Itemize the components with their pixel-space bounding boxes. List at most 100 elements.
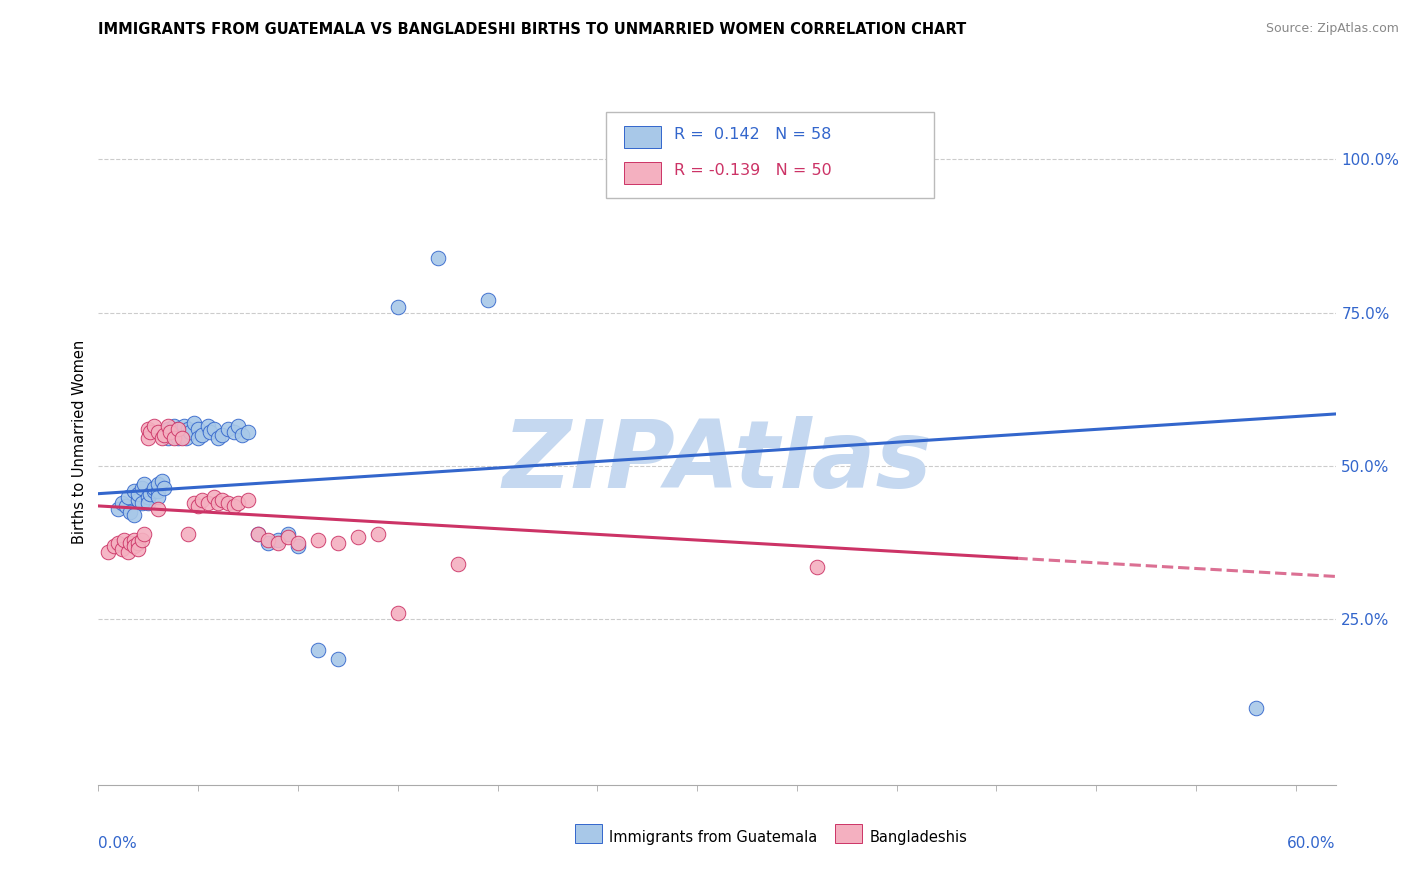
Point — [207, 432, 229, 446]
Point — [148, 477, 170, 491]
Point — [191, 428, 214, 442]
Point — [367, 526, 389, 541]
Point — [231, 428, 253, 442]
Point — [211, 492, 233, 507]
Point — [120, 535, 142, 549]
Point — [103, 539, 125, 553]
Point — [236, 492, 259, 507]
Point — [127, 535, 149, 549]
Point — [157, 432, 180, 446]
Point — [326, 535, 349, 549]
Point — [806, 560, 828, 574]
Point — [207, 496, 229, 510]
Point — [277, 526, 299, 541]
Point — [307, 643, 329, 657]
Point — [326, 652, 349, 666]
Point — [236, 425, 259, 440]
Point — [148, 425, 170, 440]
Point — [267, 533, 290, 547]
Point — [97, 545, 120, 559]
Point — [167, 422, 190, 436]
Text: R = -0.139   N = 50: R = -0.139 N = 50 — [673, 162, 831, 178]
Point — [153, 428, 176, 442]
Text: Immigrants from Guatemala: Immigrants from Guatemala — [609, 830, 818, 846]
Point — [173, 419, 195, 434]
Point — [187, 432, 209, 446]
Text: IMMIGRANTS FROM GUATEMALA VS BANGLADESHI BIRTHS TO UNMARRIED WOMEN CORRELATION C: IMMIGRANTS FROM GUATEMALA VS BANGLADESHI… — [98, 22, 967, 37]
Point — [287, 535, 309, 549]
FancyBboxPatch shape — [606, 112, 934, 198]
Point — [277, 530, 299, 544]
Point — [131, 481, 153, 495]
Point — [159, 425, 181, 440]
Point — [148, 483, 170, 498]
Point — [131, 496, 153, 510]
Point — [187, 422, 209, 436]
Point — [426, 251, 449, 265]
FancyBboxPatch shape — [624, 127, 661, 148]
Point — [257, 535, 280, 549]
Point — [107, 535, 129, 549]
Point — [191, 492, 214, 507]
Point — [111, 541, 134, 556]
Point — [202, 422, 225, 436]
Point — [143, 483, 166, 498]
Point — [247, 526, 270, 541]
Point — [167, 432, 190, 446]
Point — [148, 502, 170, 516]
Point — [143, 419, 166, 434]
Text: Bangladeshis: Bangladeshis — [869, 830, 967, 846]
Point — [163, 432, 186, 446]
Text: 0.0%: 0.0% — [98, 837, 138, 852]
Point — [174, 432, 197, 446]
Point — [217, 422, 239, 436]
Point — [224, 499, 246, 513]
Point — [127, 486, 149, 500]
Point — [107, 502, 129, 516]
FancyBboxPatch shape — [575, 824, 602, 843]
Point — [127, 492, 149, 507]
Point — [197, 419, 219, 434]
Point — [150, 475, 173, 489]
Point — [1244, 701, 1267, 715]
Point — [124, 483, 146, 498]
Point — [307, 533, 329, 547]
Text: 60.0%: 60.0% — [1288, 837, 1336, 852]
Point — [387, 607, 409, 621]
Point — [477, 293, 499, 308]
Point — [202, 490, 225, 504]
Point — [124, 539, 146, 553]
Point — [124, 533, 146, 547]
Point — [197, 496, 219, 510]
Point — [115, 499, 138, 513]
Point — [347, 530, 370, 544]
Point — [226, 419, 249, 434]
Point — [139, 486, 162, 500]
Point — [150, 432, 173, 446]
FancyBboxPatch shape — [624, 162, 661, 184]
Point — [224, 425, 246, 440]
Point — [127, 541, 149, 556]
FancyBboxPatch shape — [835, 824, 862, 843]
Point — [247, 526, 270, 541]
Point — [177, 422, 200, 436]
Point — [136, 432, 159, 446]
Point — [120, 505, 142, 519]
Y-axis label: Births to Unmarried Women: Births to Unmarried Women — [72, 340, 87, 543]
Point — [446, 557, 468, 572]
Point — [111, 496, 134, 510]
Point — [267, 535, 290, 549]
Point — [157, 419, 180, 434]
Point — [257, 533, 280, 547]
Point — [112, 533, 135, 547]
Point — [148, 490, 170, 504]
Point — [287, 539, 309, 553]
Point — [139, 425, 162, 440]
Point — [183, 496, 205, 510]
Point — [131, 533, 153, 547]
Point — [124, 508, 146, 523]
Text: Source: ZipAtlas.com: Source: ZipAtlas.com — [1265, 22, 1399, 36]
Point — [172, 428, 194, 442]
Point — [183, 416, 205, 430]
Point — [217, 496, 239, 510]
